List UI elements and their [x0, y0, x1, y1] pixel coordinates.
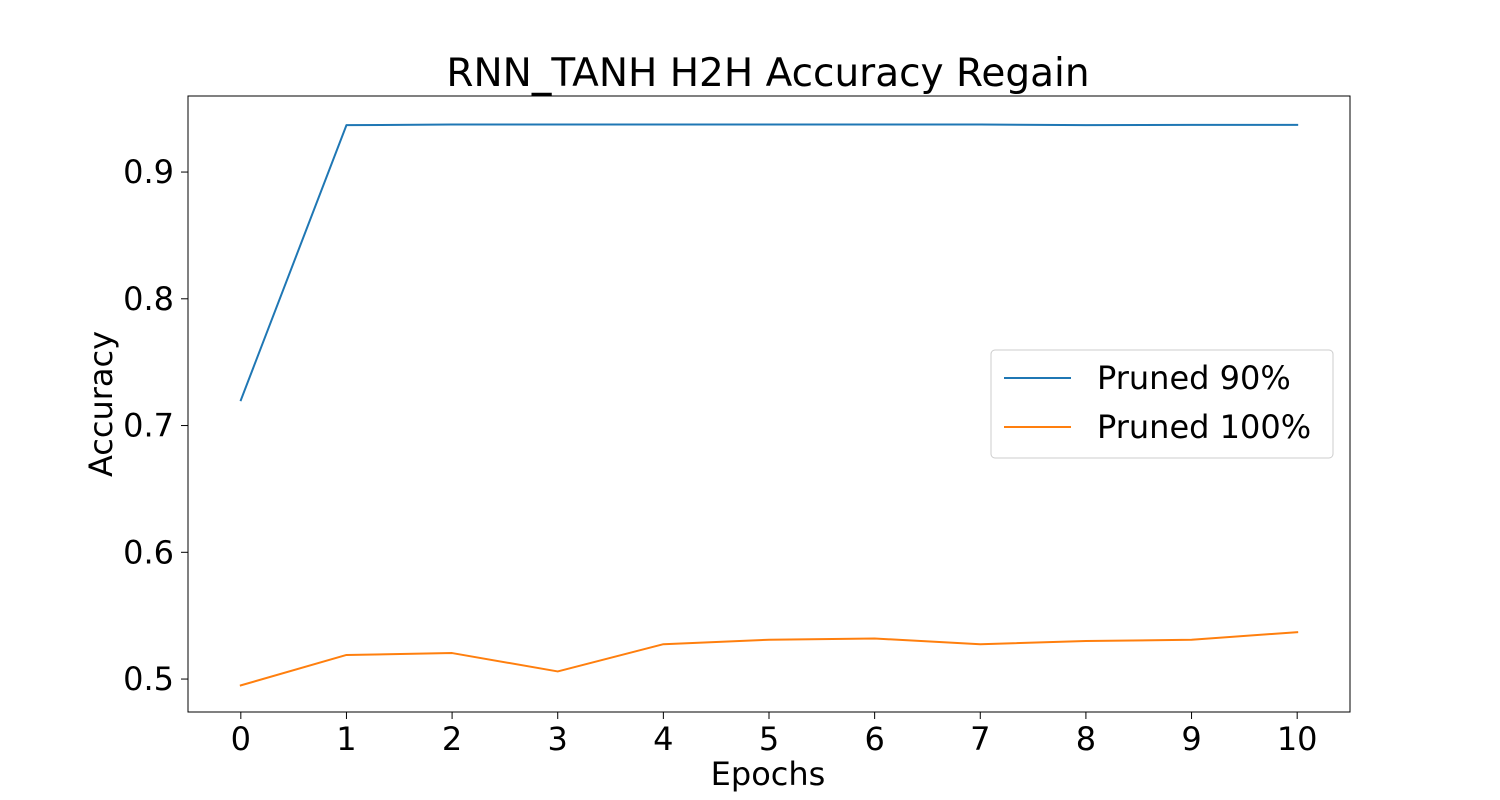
y-tick-label: 0.8 [123, 280, 174, 318]
series-line-2 [239, 631, 1299, 687]
plot-area: 0 1 2 3 4 5 6 7 8 9 10 0.5 0.6 0.7 0.8 0.9 [123, 95, 1351, 758]
x-tick-label: 5 [759, 720, 779, 758]
x-tick-label: 10 [1277, 720, 1318, 758]
legend-label-1: Pruned 90% [1097, 359, 1291, 397]
x-tick-label: 0 [231, 720, 251, 758]
x-tick-label: 7 [970, 720, 990, 758]
y-tick-label: 0.5 [123, 660, 174, 698]
y-tick-label: 0.6 [123, 533, 174, 571]
y-axis-label: Accuracy [82, 331, 120, 477]
x-tick-label: 8 [1076, 720, 1096, 758]
legend: Pruned 90% Pruned 100% [990, 349, 1334, 459]
x-tick-label: 2 [442, 720, 462, 758]
x-tick-label: 9 [1181, 720, 1201, 758]
chart-title: RNN_TANH H2H Accuracy Regain [446, 51, 1089, 96]
x-tick-label: 1 [336, 720, 356, 758]
y-tick-label: 0.9 [123, 153, 174, 191]
legend-label-2: Pruned 100% [1097, 408, 1311, 446]
x-axis-label: Epochs [711, 755, 826, 793]
x-tick-label: 3 [548, 720, 568, 758]
y-tick-label: 0.7 [123, 407, 174, 445]
legend-box [990, 349, 1334, 459]
series-line-1 [239, 123, 1299, 402]
x-tick-label: 4 [653, 720, 673, 758]
x-tick-label: 6 [864, 720, 884, 758]
